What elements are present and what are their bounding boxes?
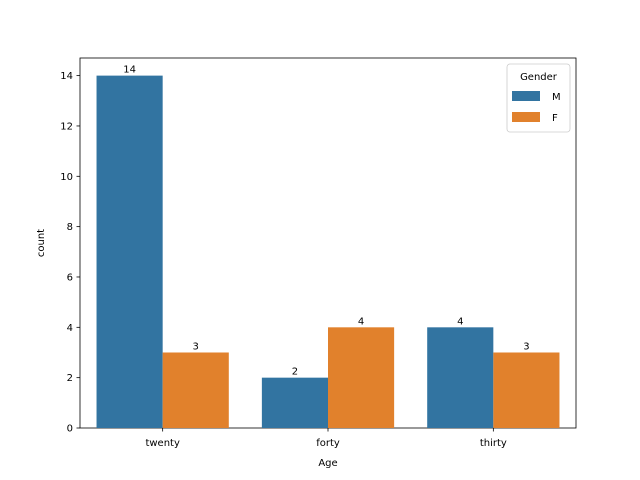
legend-label-F: F xyxy=(552,113,558,124)
y-tick-label: 4 xyxy=(67,323,73,334)
bar-F-twenty xyxy=(162,352,229,428)
bar-value-label: 4 xyxy=(457,316,463,327)
y-tick-label: 0 xyxy=(67,424,73,435)
x-tick-label: twenty xyxy=(145,438,180,449)
y-tick-label: 12 xyxy=(60,121,73,132)
x-tick-label: forty xyxy=(316,438,340,449)
bar-M-thirty xyxy=(427,327,494,428)
y-tick-label: 14 xyxy=(60,71,73,82)
bar-value-label: 4 xyxy=(358,316,364,327)
y-axis-ticks: 0 2 4 6 8 10 12 14 xyxy=(60,71,80,435)
bar-M-twenty xyxy=(96,75,163,428)
legend-items: MF xyxy=(512,91,561,124)
bar-M-forty xyxy=(261,377,328,428)
legend-swatch-M xyxy=(512,91,540,101)
x-axis-label: Age xyxy=(318,458,337,469)
legend-label-M: M xyxy=(552,92,561,103)
bars xyxy=(96,75,560,428)
bar-value-label: 14 xyxy=(123,65,136,76)
y-tick-label: 2 xyxy=(67,373,73,384)
legend-swatch-F xyxy=(512,112,540,122)
bar-labels: 14 2 4 3 4 3 xyxy=(123,65,529,378)
y-tick-label: 10 xyxy=(60,172,73,183)
y-tick-label: 8 xyxy=(67,222,73,233)
legend: Gender MF xyxy=(506,63,571,133)
bar-value-label: 2 xyxy=(292,367,298,378)
bar-value-label: 3 xyxy=(193,341,199,352)
x-axis-ticks: twenty forty thirty xyxy=(145,428,507,449)
y-axis-label: count xyxy=(36,229,47,257)
legend-title: Gender xyxy=(520,72,558,83)
bar-value-label: 3 xyxy=(523,341,529,352)
x-tick-label: thirty xyxy=(480,438,507,449)
y-tick-label: 6 xyxy=(67,272,73,283)
bar-F-thirty xyxy=(493,352,560,428)
bar-F-forty xyxy=(328,327,395,428)
